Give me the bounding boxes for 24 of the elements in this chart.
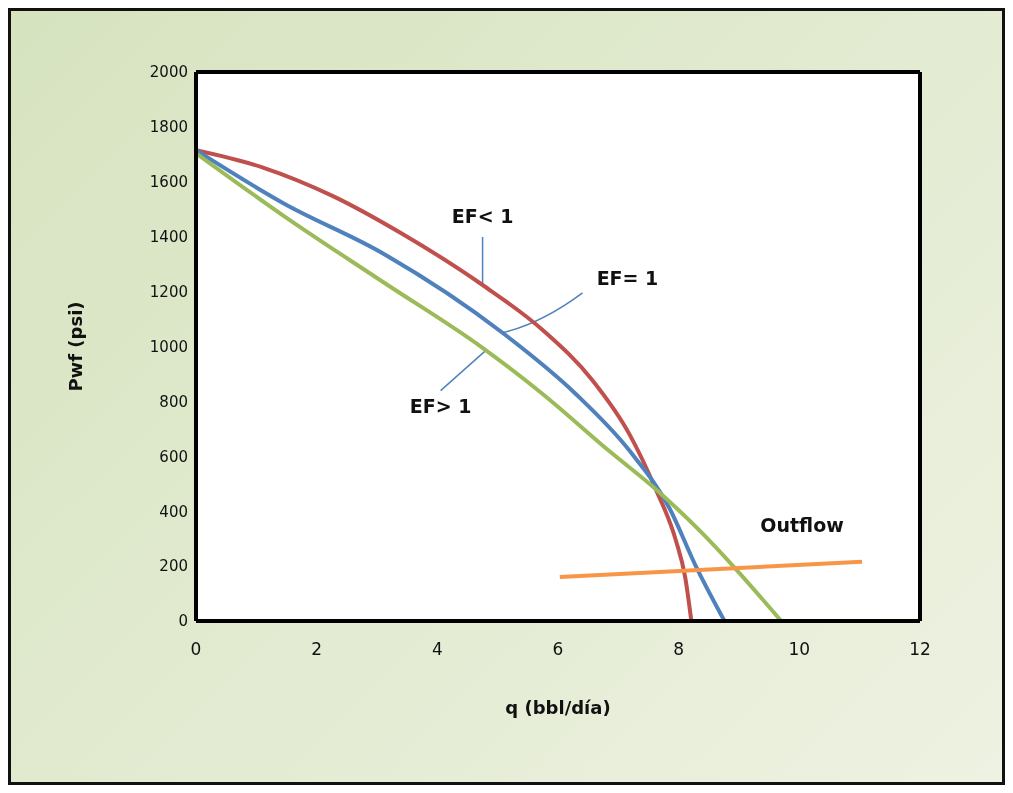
x-tick-label: 2	[311, 639, 323, 660]
x-tick-label: 4	[431, 639, 443, 660]
annotation: EF= 1	[596, 266, 659, 289]
x-tick-label: 10	[788, 639, 811, 660]
x-tick-label: 0	[190, 639, 202, 660]
y-tick-label: 200	[159, 557, 188, 576]
x-tick-label: 8	[673, 639, 685, 660]
y-tick-label: 1200	[149, 282, 188, 301]
annotation: EF< 1	[451, 205, 514, 228]
y-tick-label: 1000	[149, 337, 188, 356]
y-tick-label: 600	[159, 447, 188, 466]
x-axis-title: q (bbl/día)	[505, 696, 611, 718]
y-tick-label: 400	[159, 502, 188, 521]
y-tick-label: 800	[159, 392, 188, 411]
x-tick-label: 6	[552, 639, 564, 660]
x-tick-label: 12	[909, 639, 931, 660]
y-tick-label: 1400	[149, 228, 188, 247]
y-axis-title: Pwf (psi)	[65, 301, 87, 392]
series-label: Outflow	[760, 513, 844, 536]
y-tick-label: 2000	[149, 63, 188, 82]
annotation: EF> 1	[409, 394, 472, 417]
y-tick-label: 1800	[149, 118, 188, 137]
y-tick-label: 1600	[149, 173, 188, 192]
y-tick-label: 0	[178, 612, 188, 631]
